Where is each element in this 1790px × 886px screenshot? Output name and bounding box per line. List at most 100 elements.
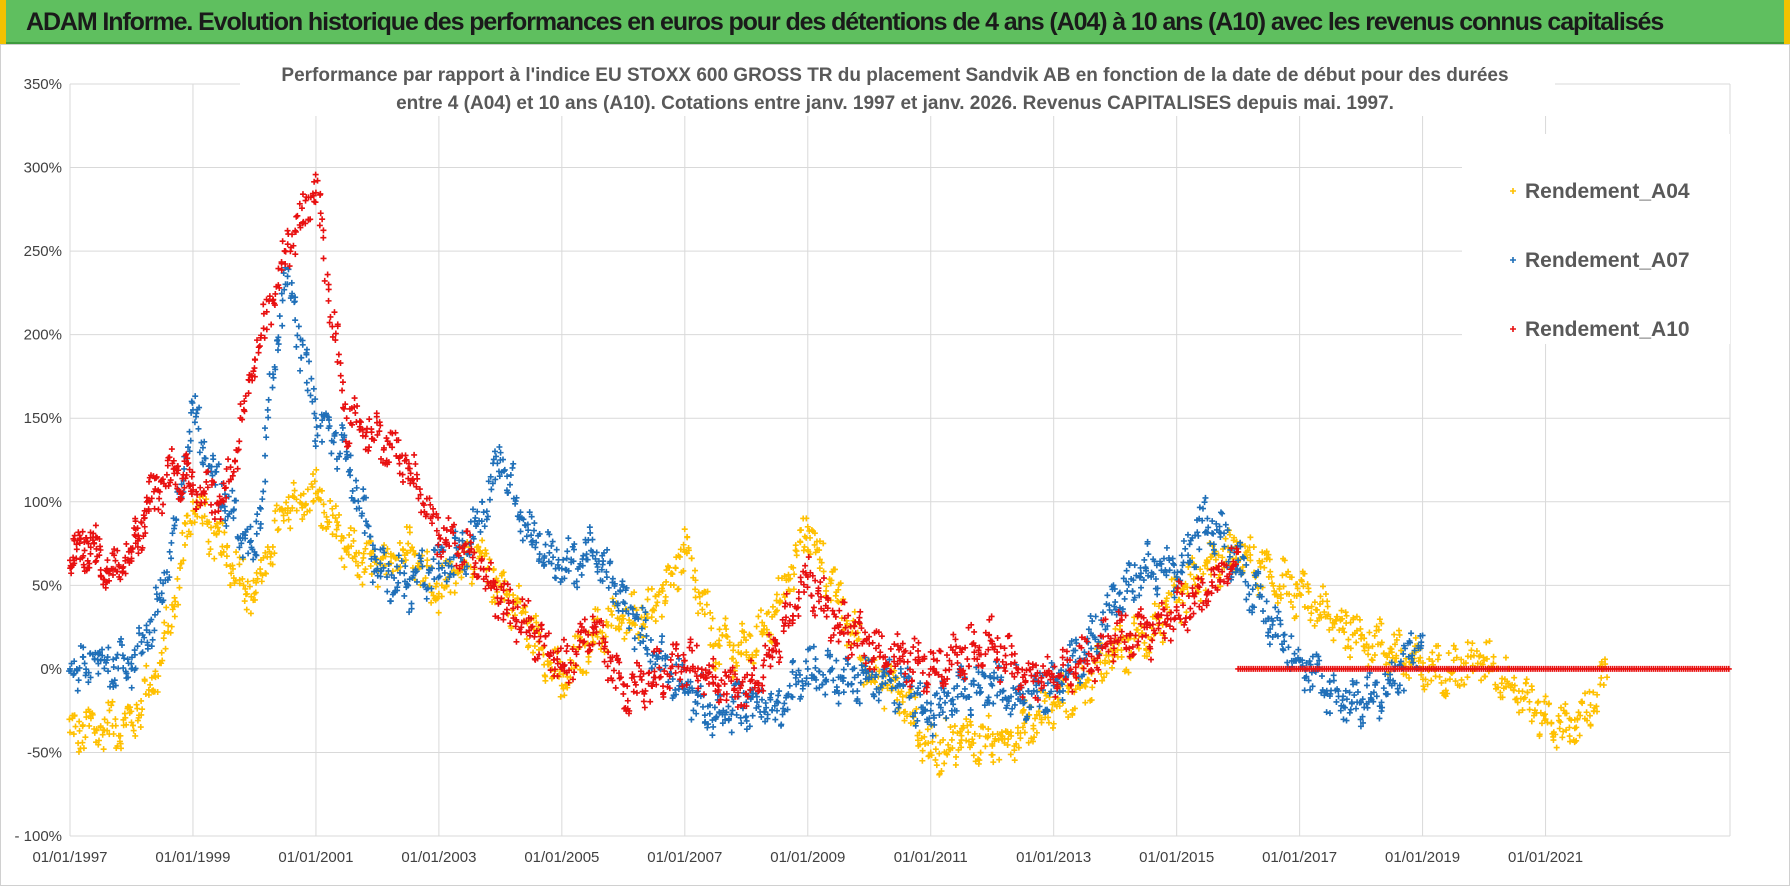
data-point <box>1562 701 1569 708</box>
data-point <box>323 513 330 520</box>
data-point <box>1151 600 1158 607</box>
data-point <box>1329 624 1336 631</box>
data-point <box>275 526 282 533</box>
data-point <box>709 615 716 622</box>
data-point <box>760 674 767 681</box>
data-point <box>1486 638 1493 645</box>
data-point <box>594 606 601 613</box>
data-point <box>1468 647 1475 654</box>
data-point <box>234 447 241 454</box>
data-point <box>168 555 175 562</box>
data-point <box>1021 729 1028 736</box>
data-point <box>350 537 357 544</box>
data-point <box>1288 633 1295 640</box>
data-point <box>1452 646 1459 653</box>
data-point <box>95 737 102 744</box>
data-point <box>119 652 126 659</box>
data-point <box>118 745 125 752</box>
data-point <box>708 625 715 632</box>
data-point <box>1154 591 1161 598</box>
data-point <box>203 478 210 485</box>
data-point <box>1141 556 1148 563</box>
data-point <box>161 630 168 637</box>
data-point <box>707 609 714 616</box>
data-point <box>776 599 783 606</box>
data-point <box>855 636 862 643</box>
data-point <box>89 711 96 718</box>
data-point <box>419 547 426 554</box>
data-point <box>402 557 409 564</box>
data-point <box>659 633 666 640</box>
data-point <box>843 642 850 649</box>
data-point <box>795 613 802 620</box>
data-point <box>132 732 139 739</box>
data-point <box>547 659 554 666</box>
data-point <box>1418 671 1425 678</box>
data-point <box>1148 656 1154 663</box>
data-point <box>261 425 268 432</box>
data-point <box>631 589 638 596</box>
data-point <box>958 744 965 751</box>
data-point <box>1050 720 1057 727</box>
data-point <box>811 530 818 537</box>
data-point <box>751 665 758 672</box>
data-point <box>402 452 409 459</box>
data-point <box>254 511 261 518</box>
data-point <box>1008 642 1015 649</box>
data-point <box>298 354 305 361</box>
data-point <box>289 492 296 499</box>
data-point <box>1365 651 1372 658</box>
data-point <box>581 616 588 623</box>
data-point <box>1244 547 1251 554</box>
data-point <box>1566 733 1573 740</box>
data-point <box>329 505 336 512</box>
data-point <box>971 628 978 635</box>
data-point <box>340 534 347 541</box>
data-point <box>1137 606 1144 613</box>
data-point <box>680 651 687 658</box>
data-point <box>1133 626 1140 633</box>
data-point <box>1013 740 1020 747</box>
data-point <box>982 743 989 750</box>
data-point <box>320 255 327 262</box>
data-point <box>1371 652 1378 659</box>
data-point <box>1230 537 1237 544</box>
data-point <box>292 317 299 324</box>
data-point <box>517 528 524 535</box>
data-point <box>236 438 243 445</box>
data-point <box>915 639 922 646</box>
data-point <box>1528 683 1535 690</box>
data-point <box>320 227 327 234</box>
data-point <box>1250 544 1257 551</box>
series-Rendement_A04 <box>66 466 1611 778</box>
data-point <box>948 736 955 743</box>
data-point <box>324 271 331 278</box>
data-point <box>675 655 682 662</box>
data-point <box>1324 603 1331 610</box>
y-tick-label: 100% <box>24 494 62 511</box>
data-point <box>1011 757 1018 764</box>
data-point <box>171 594 178 601</box>
data-point <box>356 418 363 425</box>
data-point <box>1179 562 1186 569</box>
data-point <box>168 539 175 546</box>
data-point <box>822 691 829 698</box>
data-point <box>1110 658 1117 665</box>
data-point <box>279 297 286 304</box>
data-point <box>985 733 992 740</box>
data-point <box>977 749 984 756</box>
data-point <box>284 241 291 248</box>
data-point <box>1044 653 1051 660</box>
data-point <box>532 612 539 619</box>
data-point <box>229 562 236 569</box>
data-point <box>698 666 705 673</box>
data-point <box>680 567 687 574</box>
data-point <box>351 553 358 560</box>
data-point <box>876 653 883 660</box>
data-point <box>236 561 243 568</box>
data-point <box>803 675 810 682</box>
data-point <box>510 592 517 599</box>
data-point <box>969 736 976 743</box>
data-point <box>643 632 650 639</box>
data-point <box>141 523 148 530</box>
